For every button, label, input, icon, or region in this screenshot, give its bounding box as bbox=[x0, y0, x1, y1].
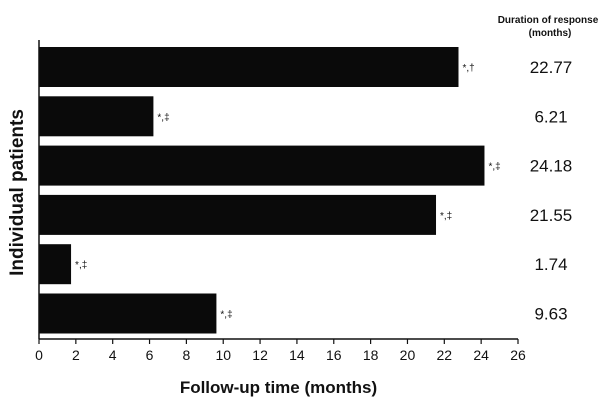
bar-annotation-1: *,† bbox=[462, 63, 474, 74]
bar-patient-3 bbox=[39, 145, 485, 186]
bar-patient-1 bbox=[39, 47, 459, 87]
x-tick-label-12: 12 bbox=[252, 347, 268, 363]
x-tick-label-10: 10 bbox=[215, 347, 231, 363]
bar-annotation-2: *,‡ bbox=[157, 112, 169, 123]
duration-value-6: 9.63 bbox=[534, 305, 567, 324]
duration-column-values: 22.77 6.21 24.18 21.55 1.74 9.63 bbox=[530, 58, 573, 324]
duration-value-1: 22.77 bbox=[530, 58, 573, 77]
bar-annotations: *,† *,‡ *,‡ *,‡ *,‡ *,‡ bbox=[75, 63, 501, 321]
x-tick-label-2: 2 bbox=[72, 347, 80, 363]
duration-value-5: 1.74 bbox=[534, 255, 567, 274]
y-axis-label: Individual patients bbox=[7, 109, 28, 276]
x-tick-label-0: 0 bbox=[35, 347, 43, 363]
duration-value-4: 21.55 bbox=[530, 206, 573, 225]
duration-value-2: 6.21 bbox=[534, 107, 567, 126]
bar-annotation-4: *,‡ bbox=[440, 211, 452, 222]
bar-annotation-5: *,‡ bbox=[75, 260, 87, 271]
x-tick-label-8: 8 bbox=[182, 347, 190, 363]
x-tick-label-14: 14 bbox=[289, 347, 305, 363]
bars-group bbox=[39, 47, 485, 334]
x-tick-label-16: 16 bbox=[326, 347, 342, 363]
duration-column-header-unit: (months) bbox=[529, 28, 572, 39]
x-tick-label-20: 20 bbox=[400, 347, 416, 363]
duration-value-3: 24.18 bbox=[530, 157, 573, 176]
bar-patient-6 bbox=[39, 293, 217, 334]
x-tick-label-6: 6 bbox=[146, 347, 154, 363]
duration-column-header: Duration of response bbox=[498, 15, 599, 26]
x-tick-label-22: 22 bbox=[437, 347, 453, 363]
bar-patient-4 bbox=[39, 194, 437, 235]
x-tick-label-26: 26 bbox=[510, 347, 526, 363]
x-axis-ticks: 0 2 4 6 8 10 12 14 16 18 20 22 24 26 bbox=[35, 339, 526, 363]
bar-patient-5 bbox=[39, 244, 72, 285]
bar-annotation-3: *,‡ bbox=[488, 162, 500, 173]
bar-annotation-6: *,‡ bbox=[220, 310, 232, 321]
x-tick-label-24: 24 bbox=[473, 347, 489, 363]
x-tick-label-4: 4 bbox=[109, 347, 117, 363]
x-tick-label-18: 18 bbox=[363, 347, 379, 363]
bar-patient-2 bbox=[39, 96, 154, 137]
x-axis-label: Follow-up time (months) bbox=[180, 378, 377, 397]
